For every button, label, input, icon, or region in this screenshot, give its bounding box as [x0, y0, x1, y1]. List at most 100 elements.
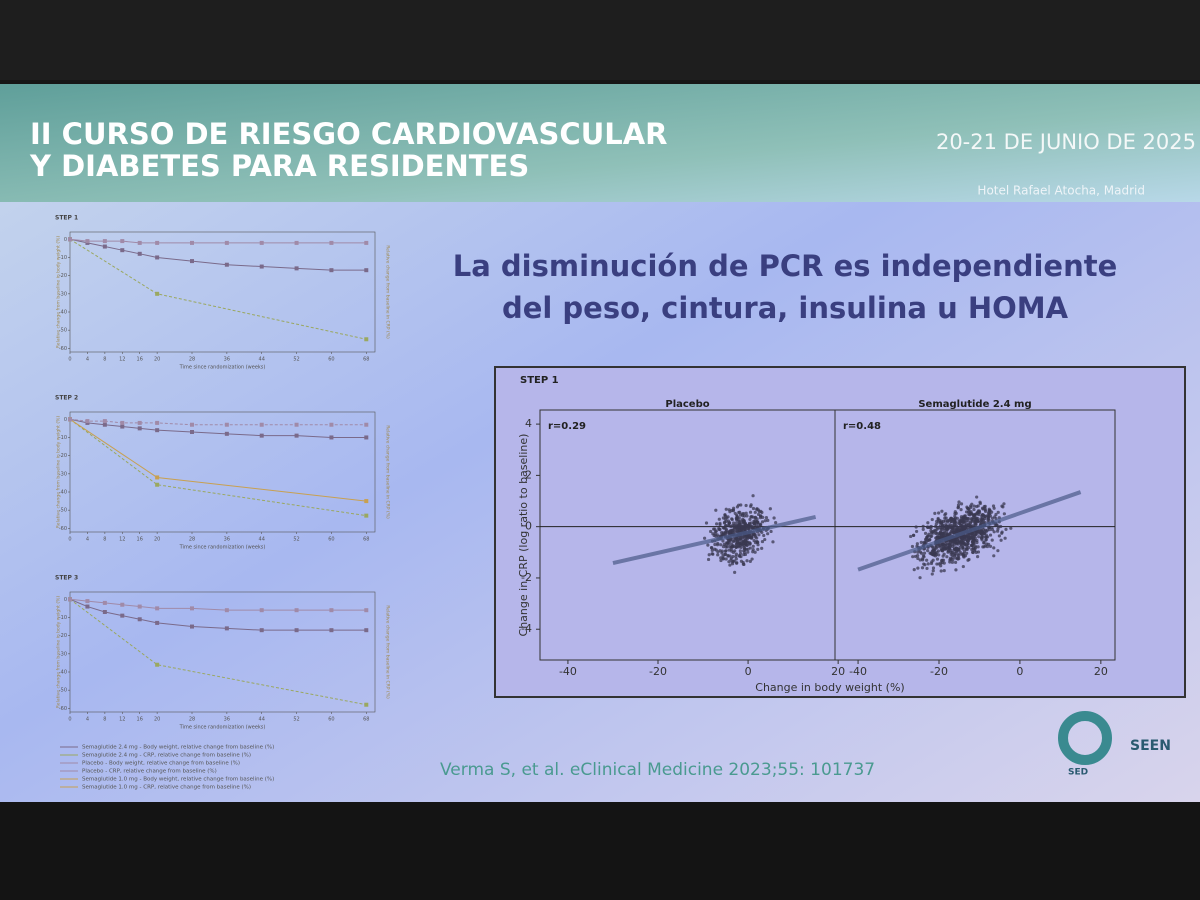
- chart-label: STEP 2: [55, 395, 78, 402]
- y-tick-label: -10: [59, 255, 67, 261]
- scatter-dot: [923, 563, 927, 567]
- scatter-dot: [929, 526, 933, 530]
- scatter-dot: [753, 518, 757, 523]
- x-tick-label: 8: [103, 537, 106, 543]
- scatter-dot: [985, 535, 990, 539]
- scatter-dot: [749, 536, 754, 540]
- x-tick-label: 20: [1094, 665, 1108, 678]
- scatter-dot: [745, 543, 749, 547]
- scatter-dot: [949, 519, 953, 524]
- scatter-dot: [990, 538, 994, 542]
- scatter-dot: [956, 538, 960, 542]
- scatter-dot: [925, 566, 929, 571]
- scatter-dot: [972, 504, 976, 508]
- scatter-dot: [724, 549, 728, 553]
- y-tick-label: 4: [525, 417, 532, 430]
- y-tick-label: -50: [59, 328, 67, 334]
- x-tick-label: 28: [189, 717, 195, 723]
- scatter-dot: [725, 530, 729, 535]
- scatter-dot: [941, 523, 945, 527]
- x-tick-label: 28: [189, 357, 195, 363]
- scatter-dot: [976, 519, 980, 524]
- series-line: [69, 418, 367, 426]
- scatter-dot: [990, 528, 995, 532]
- scatter-dot: [732, 526, 736, 530]
- scatter-dot: [928, 537, 932, 542]
- scatter-dot: [766, 518, 770, 522]
- x-tick-label: 4: [86, 357, 89, 363]
- x-tick-label: 60: [328, 537, 334, 543]
- date: 20-21 DE JUNIO DE 2025: [936, 130, 1196, 154]
- scatter-dot: [933, 511, 937, 515]
- scatter-dot: [717, 517, 721, 521]
- scatter-dot: [943, 542, 948, 546]
- legend-item: Semaglutide 2.4 mg - CRP, relative chang…: [82, 753, 251, 759]
- scatter-dot: [954, 568, 958, 572]
- headline: La disminución de PCR es independiente: [453, 249, 1118, 283]
- scatter-dot: [742, 514, 747, 518]
- scatter-dot: [750, 557, 754, 561]
- x-tick-label: 12: [119, 537, 125, 543]
- scatter-dot: [748, 517, 752, 522]
- y-tick-label: -30: [59, 471, 67, 477]
- scatter-dot: [980, 516, 984, 520]
- scatter-dot: [969, 520, 973, 524]
- scatter-dot: [732, 506, 736, 510]
- scatter-dot: [985, 544, 989, 549]
- scatter-dot: [918, 576, 922, 580]
- scatter-dot: [724, 527, 728, 531]
- scatter-dot: [704, 521, 709, 525]
- fit-line: [612, 514, 817, 566]
- scatter-dot: [999, 524, 1003, 529]
- scatter-dot: [911, 555, 915, 559]
- scatter-dot: [934, 546, 939, 550]
- scatter-dot: [977, 535, 981, 539]
- scatter-dot: [1002, 502, 1006, 506]
- y-axis-label: Relative change from baseline in body we…: [56, 416, 62, 528]
- scatter-dot: [742, 549, 746, 553]
- scatter-dot: [746, 550, 750, 554]
- y-tick-label: -60: [59, 346, 67, 352]
- scatter-dot: [959, 515, 964, 519]
- scatter-dot: [710, 548, 714, 552]
- scatter-dot: [760, 530, 764, 535]
- chart-frame: [69, 411, 376, 533]
- scatter-dot: [983, 509, 988, 514]
- scatter-dot: [973, 539, 977, 543]
- scatter-dot: [916, 556, 920, 561]
- y-tick-label: 0: [64, 597, 67, 603]
- scatter-dot: [735, 538, 740, 542]
- scatter-dot: [1002, 512, 1006, 516]
- seen-text: SEEN: [1130, 738, 1171, 754]
- scatter-dot: [973, 544, 977, 548]
- x-tick-label: 60: [328, 357, 334, 363]
- scatter-dot: [965, 516, 970, 520]
- scatter-dot: [752, 533, 756, 537]
- scatter-dot: [968, 523, 972, 527]
- scatter-dot: [738, 510, 742, 514]
- scatter-dot: [915, 529, 919, 534]
- scatter-dot: [992, 506, 996, 510]
- scatter-dot: [950, 544, 955, 549]
- scatter-dot: [984, 529, 989, 533]
- scatter-dot: [723, 552, 727, 557]
- x-axis-label: Time since randomization (weeks): [179, 365, 266, 371]
- scatter-dot: [713, 547, 717, 551]
- x-tick-label: -20: [930, 665, 948, 678]
- scatter-dot: [949, 557, 953, 562]
- scatter-dot: [957, 526, 962, 530]
- scatter-dot: [963, 554, 968, 558]
- point: [155, 482, 160, 487]
- y-tick-label: -20: [59, 453, 67, 459]
- point: [155, 662, 160, 667]
- scatter-dot: [961, 547, 965, 551]
- scatter-dot: [757, 509, 761, 514]
- scatter-dot: [743, 526, 747, 531]
- venue: Hotel Rafael Atocha, Madrid: [977, 184, 1145, 198]
- scatter-dot: [929, 531, 933, 535]
- scatter-dot: [940, 558, 944, 562]
- scatter-dot: [935, 536, 939, 540]
- scatter-dot: [983, 504, 987, 508]
- scatter-dot: [759, 523, 763, 527]
- scatter-dot: [969, 505, 973, 510]
